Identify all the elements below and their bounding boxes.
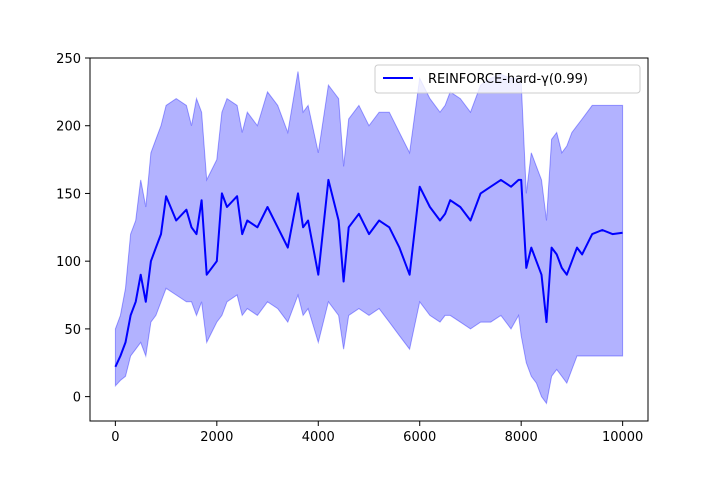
y-axis: 0 50 100 150 200 250 (56, 52, 90, 406)
axes-frame (89, 57, 649, 422)
legend: REINFORCE-hard-γ(0.99) (374, 64, 641, 94)
legend-label: REINFORCE-hard-γ(0.99) (428, 72, 588, 87)
band-layer (114, 71, 624, 405)
x-axis: 0 2000 4000 6000 8000 10000 (111, 421, 643, 445)
y-tick-label: 150 (56, 187, 81, 202)
series-0-line (114, 178, 623, 368)
y-tick-label: 0 (73, 391, 81, 406)
y-tick-label: 50 (64, 323, 81, 338)
y-tick-label: 250 (56, 52, 81, 67)
x-tick-label: 4000 (302, 430, 335, 445)
y-tick-label: 100 (56, 255, 81, 270)
y-tick-label: 200 (56, 120, 81, 135)
x-tick-label: 2000 (200, 430, 233, 445)
line-layer (114, 178, 623, 368)
x-tick-label: 6000 (403, 430, 436, 445)
x-tick-label: 10000 (602, 430, 643, 445)
series-0-band (114, 71, 624, 405)
x-tick-label: 8000 (505, 430, 538, 445)
legend-box (374, 64, 641, 94)
x-tick-label: 0 (111, 430, 119, 445)
